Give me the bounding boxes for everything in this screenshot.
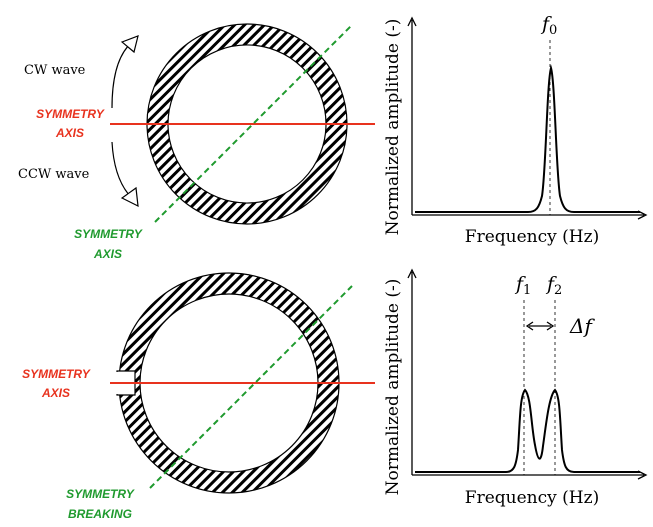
cw-arrow-head-icon [120,35,139,54]
top-x-axis-label: Frequency (Hz) [465,227,599,247]
top-spectrum-plot: f0 Frequency (Hz) Normalized amplitude (… [383,13,648,247]
bottom-y-axis-arrow-icon [407,268,417,279]
top-y-axis-arrow-icon [407,16,417,27]
ccw-arrow-icon [111,141,131,197]
bottom-red-axis-label-1: SYMMETRY [22,367,91,381]
bottom-green-symmetry-breaking-axis [149,285,353,489]
bottom-y-axis-label: Normalized amplitude (-) [383,279,403,496]
top-red-axis-label-1: SYMMETRY [36,107,105,121]
bottom-ring-diagram: SYMMETRY AXIS SYMMETRY BREAKING [22,272,375,521]
cw-arrow-icon [111,43,131,109]
ccw-wave-label: CCW wave [18,167,90,182]
top-y-axis-label: Normalized amplitude (-) [383,19,403,236]
bottom-green-axis-label-1: SYMMETRY [66,487,135,501]
top-peak-label: f0 [540,13,557,38]
delta-f-left-arrow-icon [525,321,534,331]
bottom-x-axis-label: Frequency (Hz) [465,488,599,508]
top-x-axis-arrow-icon [637,210,648,220]
bottom-green-axis-label-2: BREAKING [68,507,132,521]
bottom-peak2-label: f2 [545,273,562,298]
top-ring-diagram: CW wave CCW wave SYMMETRY AXIS SYMMETRY … [18,23,375,261]
ccw-arrow-head-icon [120,186,139,208]
bottom-spectrum-curve [415,388,640,473]
top-green-symmetry-axis [154,24,353,223]
bottom-red-axis-label-2: AXIS [41,386,70,400]
delta-f-right-arrow-icon [546,321,555,331]
bottom-x-axis-arrow-icon [637,470,648,480]
top-red-axis-label-2: AXIS [55,126,84,140]
delta-f-label: Δf [569,314,595,338]
bottom-spectrum-plot: f1 f2 Δf Frequency (Hz) Normalized ampli… [383,268,648,508]
bottom-peak1-label: f1 [514,273,531,298]
top-green-axis-label-2: AXIS [93,247,122,261]
top-green-axis-label-1: SYMMETRY [74,227,143,241]
cw-wave-label: CW wave [24,63,86,78]
top-spectrum-curve [415,64,640,213]
